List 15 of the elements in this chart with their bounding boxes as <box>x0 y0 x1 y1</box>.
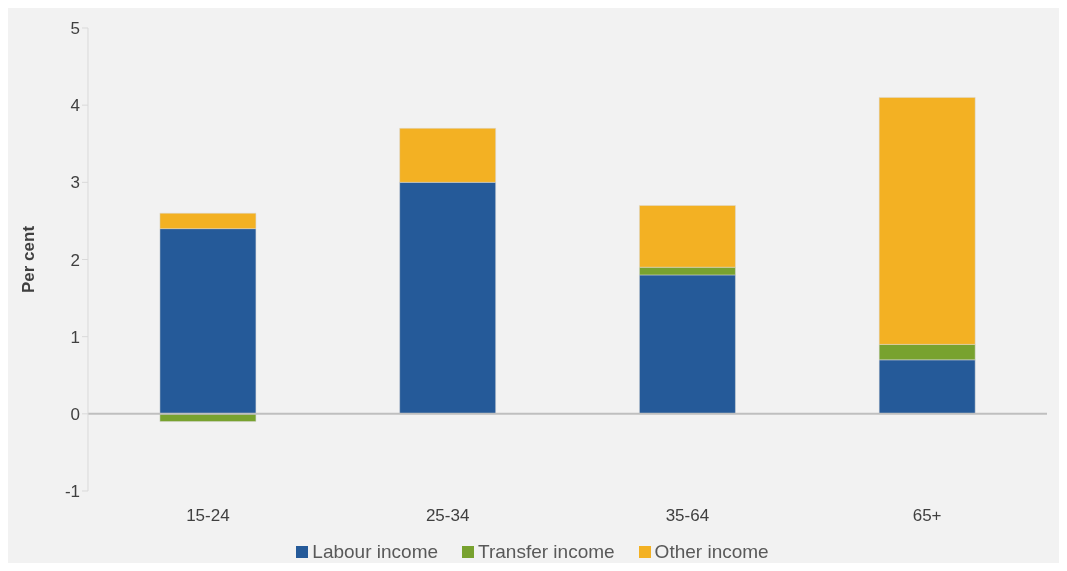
y-tick-label: 5 <box>70 19 80 39</box>
legend-label: Transfer income <box>477 541 615 563</box>
y-axis-title: Per cent <box>19 225 39 294</box>
y-tick-label: 0 <box>70 404 80 424</box>
legend-label: Other income <box>653 541 769 563</box>
x-tick-label: 15-24 <box>186 506 230 526</box>
y-tick-label: 1 <box>70 327 80 347</box>
x-tick-label: 25-34 <box>425 506 470 526</box>
y-tick-label: 4 <box>70 96 80 116</box>
y-tick-label: -1 <box>64 482 80 502</box>
legend-label: Labour income <box>311 541 439 563</box>
x-tick-label: 65+ <box>912 506 942 526</box>
y-tick-label: 2 <box>70 250 80 270</box>
x-tick-label: 35-64 <box>665 506 710 526</box>
y-tick-label: 3 <box>70 173 80 193</box>
